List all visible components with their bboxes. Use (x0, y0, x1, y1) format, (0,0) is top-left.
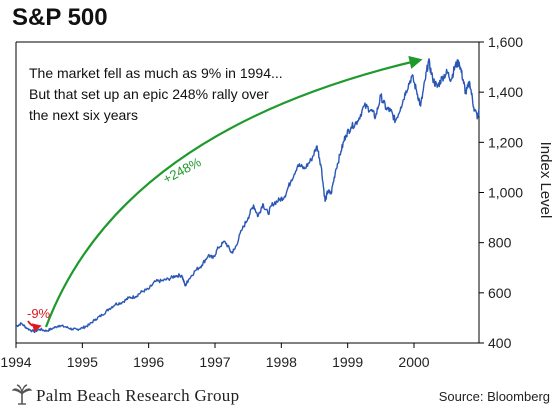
x-tick-label: 1996 (133, 354, 164, 370)
drop-label: -9% (27, 306, 51, 321)
y-tick-label: 1,400 (488, 84, 523, 100)
rally-arrow (44, 55, 423, 328)
y-tick-label: 600 (488, 285, 512, 301)
x-tick-label: 1999 (332, 354, 363, 370)
x-tick-label: 1994 (0, 354, 31, 370)
x-tick-label: 1998 (266, 354, 297, 370)
ticks-layer: 400 600 800 1,000 1,200 1,400 1,600 1994 1995 199… (0, 34, 523, 370)
brand-logo-icon (12, 384, 32, 405)
series-line (15, 58, 480, 334)
page-title: S&P 500 (12, 4, 108, 31)
x-tick-label: 1995 (67, 354, 98, 370)
y-tick-label: 1,600 (488, 34, 523, 50)
y-tick-label: 800 (488, 235, 512, 251)
footer-source: Source: Bloomberg (438, 389, 550, 404)
series-layer (15, 58, 480, 334)
y-tick-label: 400 (488, 335, 512, 351)
annotation-line-3: the next six years (29, 107, 138, 123)
y-tick-label: 1,000 (488, 185, 523, 201)
x-tick-label: 1997 (199, 354, 230, 370)
y-tick-label: 1,200 (488, 134, 523, 150)
y-axis-title: Index Level (537, 142, 554, 219)
footer-brand: Palm Beach Research Group (36, 386, 240, 405)
annotation-line-1: The market fell as much as 9% in 1994... (29, 65, 283, 81)
annotation-line-2: But that set up an epic 248% rally over (29, 86, 269, 102)
x-tick-label: 2000 (398, 354, 429, 370)
drop-arrow (27, 320, 42, 333)
